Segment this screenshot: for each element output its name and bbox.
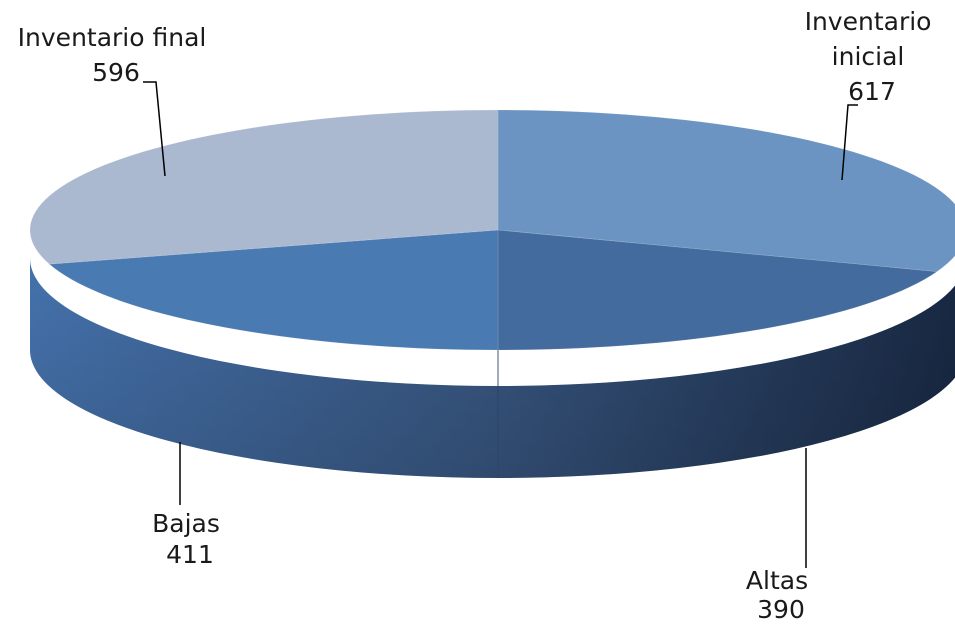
- pie-side-shade: [30, 258, 955, 478]
- leader-line-inventario-inicial: [841, 104, 858, 181]
- pie-slice-altas: [497, 229, 939, 351]
- slice-label-bajas: Bajas 411: [152, 509, 228, 569]
- leader-line-inventario-final: [143, 81, 166, 177]
- slice-label-inventario-final: Inventario final 596: [18, 23, 215, 87]
- slice-label-inventario-inicial: Inventario inicial 617: [805, 7, 940, 106]
- pie-slice-bajas: [48, 229, 499, 351]
- slice-label-altas: Altas 390: [746, 566, 816, 624]
- pie-slice-inventario-final: [29, 109, 499, 265]
- pie-slice-inventario-inicial: [497, 109, 955, 273]
